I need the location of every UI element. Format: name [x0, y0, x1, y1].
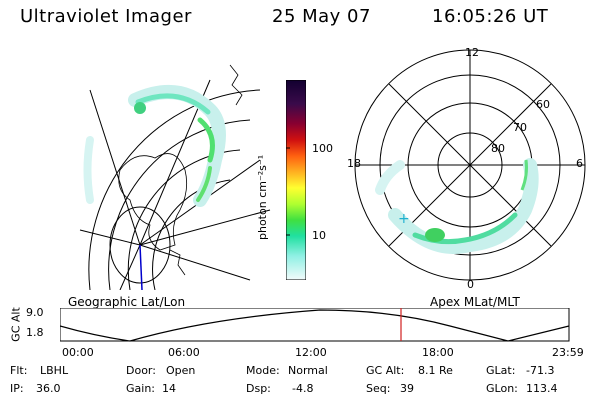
mlat-label-80: 80: [491, 142, 505, 155]
colorbar-unit-label: photon cm⁻²s⁻¹: [256, 154, 269, 240]
auroral-emission-right: +: [375, 158, 539, 254]
ip-value: 36.0: [36, 382, 61, 395]
door-label: Door:: [126, 364, 156, 377]
magnetic-polar-map: +: [354, 49, 586, 281]
auroral-emission-left: [83, 85, 226, 207]
satellite-track: [139, 244, 143, 290]
orbit-altitude-curve: [60, 309, 570, 342]
colorbar: [286, 80, 306, 280]
timeline-ytick-high: 9.0: [26, 306, 44, 319]
mlt-label-0: 0: [467, 278, 474, 291]
gain-value: 14: [162, 382, 176, 395]
mode-label: Mode:: [246, 364, 280, 377]
colorbar-tick-10: 10: [312, 229, 326, 242]
dsp-label: Dsp:: [246, 382, 271, 395]
seq-value: 39: [400, 382, 414, 395]
filter-label: Flt:: [10, 364, 28, 377]
colorbar-tick-100: 100: [312, 142, 333, 155]
timeline-xtick-3: 18:00: [422, 346, 454, 359]
continent-outline: [118, 153, 188, 251]
orbit-altitude-plot: [60, 308, 570, 342]
svg-text:+: +: [398, 211, 410, 227]
mlat-label-70: 70: [513, 121, 527, 134]
glon-label: GLon:: [486, 382, 518, 395]
gcalt-label: GC Alt:: [366, 364, 405, 377]
observation-date: 25 May 07: [272, 6, 371, 27]
gain-label: Gain:: [126, 382, 155, 395]
mlat-label-60: 60: [536, 98, 550, 111]
dsp-value: -4.8: [292, 382, 314, 395]
gcalt-value: 8.1 Re: [418, 364, 453, 377]
geographic-map-panel: [79, 64, 271, 290]
mode-value: Normal: [288, 364, 328, 377]
right-map-caption: Apex MLat/MLT: [430, 295, 520, 309]
timeline-xtick-4: 23:59: [552, 346, 584, 359]
glat-value: -71.3: [526, 364, 555, 377]
timeline-xtick-0: 00:00: [62, 346, 94, 359]
door-value: Open: [166, 364, 196, 377]
mlt-label-6: 6: [576, 157, 583, 170]
mlt-label-12: 12: [465, 46, 479, 59]
left-map-caption: Geographic Lat/Lon: [68, 295, 186, 309]
observation-time: 16:05:26 UT: [432, 6, 549, 27]
instrument-title: Ultraviolet Imager: [20, 6, 192, 27]
ip-label: IP:: [10, 382, 24, 395]
timeline-axis-label: GC Alt: [9, 307, 23, 342]
glat-label: GLat:: [486, 364, 516, 377]
mlt-label-18: 18: [347, 157, 361, 170]
glon-value: 113.4: [526, 382, 558, 395]
seq-label: Seq:: [366, 382, 391, 395]
timeline-xtick-2: 12:00: [295, 346, 327, 359]
timeline-ytick-low: 1.8: [26, 326, 44, 339]
filter-value: LBHL: [40, 364, 69, 377]
timeline-xtick-1: 06:00: [168, 346, 200, 359]
